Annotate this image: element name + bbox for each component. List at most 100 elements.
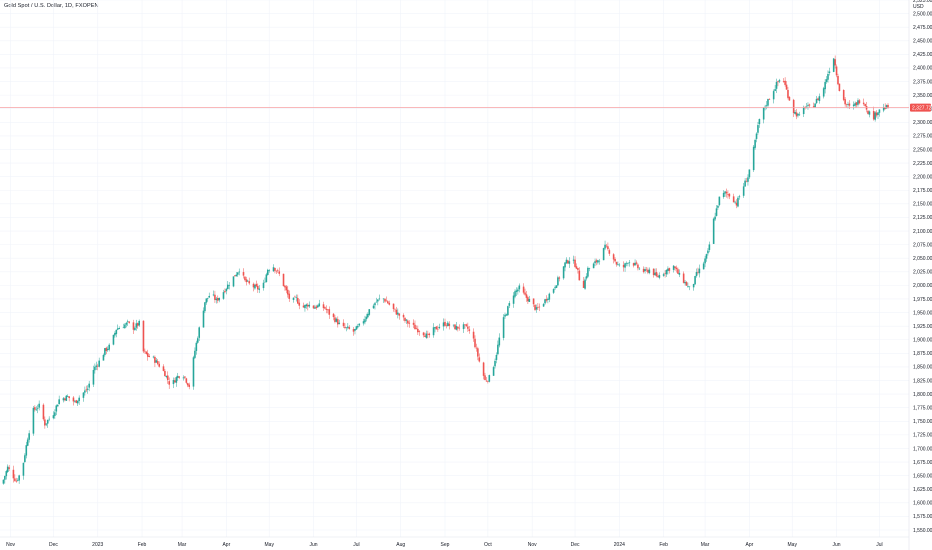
candle-body	[767, 99, 769, 106]
candle-body	[705, 254, 708, 259]
candle-body	[487, 381, 489, 382]
candle-body	[648, 269, 651, 274]
candle	[492, 365, 495, 377]
candle	[567, 259, 569, 265]
candle	[557, 275, 559, 287]
candle-body	[574, 259, 576, 267]
candle	[295, 294, 298, 302]
candle	[435, 326, 438, 330]
candle-body	[595, 260, 598, 263]
candle	[354, 328, 356, 335]
candle	[667, 266, 669, 275]
candle	[762, 106, 765, 124]
candle	[818, 93, 821, 104]
candle	[218, 297, 221, 303]
y-tick-label: 2,375.00	[913, 79, 932, 85]
candle-body	[28, 433, 30, 440]
candle	[128, 321, 130, 324]
candle	[355, 325, 358, 330]
candle-body	[494, 360, 496, 367]
y-tick-label: 2,525.00	[913, 0, 932, 4]
candle	[608, 248, 611, 256]
candle-body	[807, 104, 809, 106]
candle	[847, 101, 849, 109]
candle	[108, 343, 110, 352]
candle	[172, 377, 175, 389]
candle-body	[215, 298, 218, 301]
candle	[605, 243, 608, 248]
candle-body	[145, 351, 148, 355]
candle-body	[214, 294, 216, 300]
candle-body	[448, 323, 451, 326]
candle-body	[737, 197, 739, 207]
candle-body	[258, 288, 261, 290]
currency-label[interactable]: USD	[913, 4, 924, 10]
candle-body	[555, 285, 558, 288]
candle	[4, 475, 6, 484]
candle	[474, 335, 476, 349]
candle-body	[6, 466, 9, 472]
y-tick-label: 2,200.00	[913, 174, 932, 180]
candle-body	[598, 260, 601, 262]
candle	[662, 272, 665, 277]
candle-body	[44, 419, 46, 426]
candle-body	[757, 125, 759, 133]
candle-body	[208, 295, 211, 298]
x-tick-label: May	[788, 542, 798, 548]
candle-body	[544, 299, 546, 304]
y-tick-label: 2,050.00	[913, 256, 932, 262]
candle	[365, 313, 368, 322]
candle-body	[662, 274, 665, 276]
candle-body	[364, 319, 366, 323]
candle	[198, 326, 201, 342]
candle	[325, 305, 328, 314]
candle	[467, 322, 469, 332]
candle-body	[727, 194, 729, 195]
candle-body	[56, 404, 59, 407]
candle-body	[297, 298, 299, 304]
candle-body	[105, 347, 108, 351]
y-tick-label: 1,575.00	[913, 514, 932, 520]
candle	[442, 318, 445, 331]
candle-body	[154, 356, 156, 363]
candle-body	[774, 89, 776, 92]
candle-body	[4, 475, 6, 480]
candle-body	[772, 91, 775, 100]
candle-body	[116, 328, 119, 330]
candle	[825, 76, 828, 84]
candle-body	[642, 268, 645, 272]
candle	[358, 323, 361, 327]
candle-body	[597, 260, 599, 263]
candle	[165, 375, 168, 379]
candle	[675, 265, 678, 273]
candle-body	[86, 388, 89, 390]
candle-body	[552, 289, 555, 293]
candle	[75, 399, 78, 404]
candle	[228, 282, 231, 290]
candle-body	[115, 329, 118, 335]
candle	[156, 358, 159, 366]
candle-body	[447, 322, 449, 327]
candle	[595, 258, 598, 266]
candle	[28, 430, 30, 443]
candle	[572, 255, 575, 264]
candle-body	[764, 106, 766, 108]
candle-body	[728, 193, 731, 197]
candle	[657, 273, 659, 278]
candle	[422, 331, 425, 338]
candle-body	[685, 281, 688, 286]
candle	[674, 266, 676, 271]
candle-body	[138, 320, 140, 326]
candle	[794, 109, 796, 115]
y-tick-label: 1,775.00	[913, 405, 932, 411]
candle	[512, 292, 515, 308]
candle	[627, 262, 629, 267]
candle	[457, 326, 459, 332]
candle	[235, 271, 238, 277]
candle-body	[654, 272, 656, 276]
candle	[562, 265, 565, 280]
candle	[552, 288, 555, 295]
y-tick-label: 2,000.00	[913, 283, 932, 289]
y-tick-label: 1,650.00	[913, 473, 932, 479]
